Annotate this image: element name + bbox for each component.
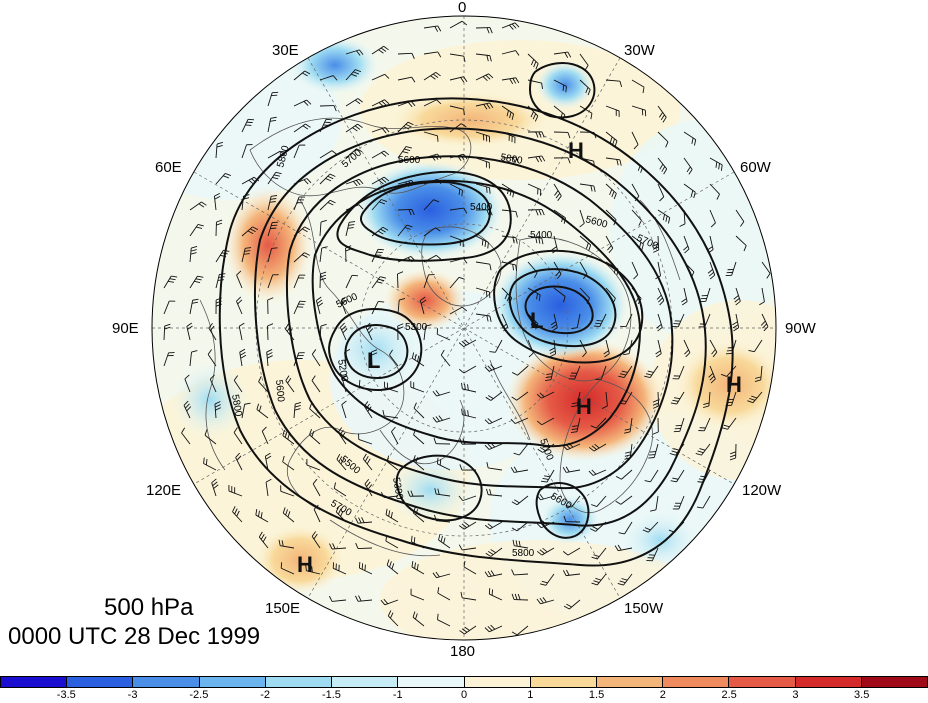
colorbar-bin xyxy=(729,677,795,687)
lon-label-60w: 60W xyxy=(740,159,771,176)
lon-label-90w: 90W xyxy=(785,320,816,337)
colorbar-tick-label: 3 xyxy=(792,689,798,701)
colorbar-bin xyxy=(862,677,927,687)
lon-label-180: 180 xyxy=(450,643,475,660)
colorbar-tick-label: 2 xyxy=(660,689,666,701)
lon-label-30e: 30E xyxy=(272,42,299,59)
contour-label: 5600 xyxy=(273,379,286,403)
lon-label-0: 0 xyxy=(458,0,466,16)
pressure-level-label: 500 hPa xyxy=(104,594,193,622)
contour-label: 5400 xyxy=(470,202,493,213)
anomaly-colorbar xyxy=(0,676,928,688)
colorbar-tick-label: 0 xyxy=(461,689,467,701)
high-center-north-atlantic: H xyxy=(568,138,584,163)
colorbar-bin xyxy=(796,677,862,687)
colorbar-tick-label: 1 xyxy=(527,689,533,701)
colorbar-tick-label: -2 xyxy=(260,689,270,701)
colorbar-tick-label: -3.5 xyxy=(57,689,76,701)
lon-label-150w: 150W xyxy=(624,600,663,617)
colorbar-bin xyxy=(266,677,332,687)
contour-label: 5400 xyxy=(530,230,553,241)
lon-label-90e: 90E xyxy=(112,320,139,337)
valid-time-label: 0000 UTC 28 Dec 1999 xyxy=(8,623,260,651)
colorbar-bin xyxy=(133,677,199,687)
colorbar-tick-label: 3.5 xyxy=(854,689,869,701)
high-center-east-pacific: H xyxy=(726,372,742,397)
lon-label-120w: 120W xyxy=(742,482,781,499)
colorbar-bin xyxy=(1,677,67,687)
colorbar-tick-labels: -3.5 -3 -2.5 -2 -1.5 -1 0 1 1.5 2 2.5 3 3.5 xyxy=(0,689,928,703)
colorbar-bin xyxy=(465,677,531,687)
colorbar-tick-label: -1.5 xyxy=(322,689,341,701)
colorbar-tick-label: -2.5 xyxy=(189,689,208,701)
lon-label-30w: 30W xyxy=(624,42,655,59)
lon-label-120e: 120E xyxy=(146,482,181,499)
colorbar-bin xyxy=(67,677,133,687)
colorbar-tick-label: 1.5 xyxy=(589,689,604,701)
high-center-north-america: H xyxy=(576,394,592,419)
colorbar-tick-label: 2.5 xyxy=(721,689,736,701)
contour-label: 5600 xyxy=(398,155,421,166)
colorbar-bin xyxy=(663,677,729,687)
low-center-siberia: L xyxy=(367,348,380,373)
colorbar-bin xyxy=(597,677,663,687)
lon-label-150e: 150E xyxy=(265,600,300,617)
colorbar-tick-label: -1 xyxy=(393,689,403,701)
contour-label: 5800 xyxy=(512,548,535,559)
colorbar-bin xyxy=(531,677,597,687)
lon-label-60e: 60E xyxy=(155,159,182,176)
colorbar-bin xyxy=(398,677,464,687)
colorbar-tick-label: -3 xyxy=(128,689,138,701)
high-center-west-pacific: H xyxy=(297,552,313,577)
colorbar-bin xyxy=(332,677,398,687)
contour-label: 5300 xyxy=(405,322,428,333)
low-center-arctic-canada: L xyxy=(530,308,543,333)
colorbar-bin xyxy=(200,677,266,687)
